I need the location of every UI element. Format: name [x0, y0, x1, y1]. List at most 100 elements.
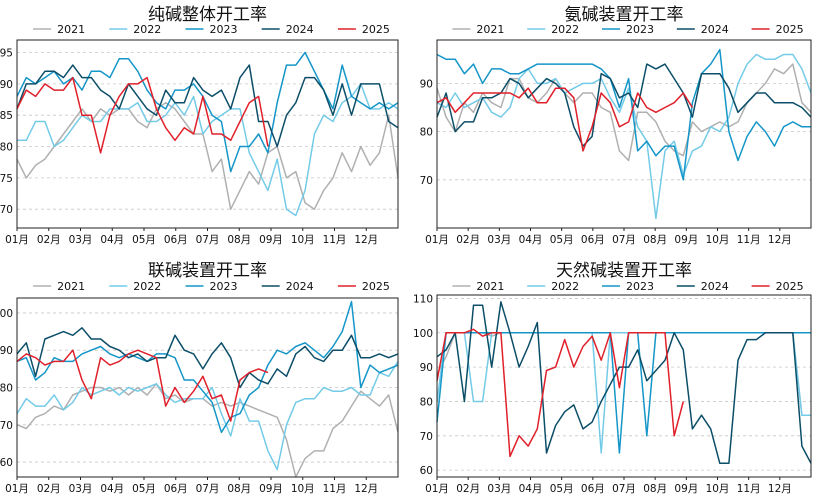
y-tick-label: 80	[0, 383, 13, 395]
series-line-2025	[436, 87, 694, 152]
legend-label: 2024	[701, 280, 729, 293]
y-tick-label: 90	[0, 79, 13, 91]
x-tick-label: 05月	[550, 483, 574, 495]
series-line-2022	[16, 361, 399, 471]
y-tick-label: 90	[0, 345, 13, 357]
x-tick-label: 08月	[643, 483, 667, 495]
legend-label: 2023	[626, 280, 654, 293]
legend-label: 2025	[362, 280, 390, 293]
legend-label: 2022	[551, 280, 579, 293]
legend-label: 2021	[57, 23, 85, 36]
x-tick-label: 02月	[37, 483, 61, 495]
x-tick-label: 09月	[674, 483, 698, 495]
x-tick-label: 07月	[612, 483, 636, 495]
x-tick-label: 01月	[5, 234, 29, 246]
legend-label: 2023	[210, 23, 238, 36]
x-tick-label: 09月	[674, 234, 698, 246]
legend-label: 2021	[476, 280, 504, 293]
y-tick-label: 100	[0, 308, 13, 320]
series-line-2021	[16, 383, 399, 478]
x-tick-label: 06月	[164, 234, 188, 246]
series-line-2023	[16, 51, 399, 173]
plot-area	[16, 297, 399, 478]
x-tick-label: 10月	[291, 234, 315, 246]
x-tick-label: 04月	[519, 234, 543, 246]
chart-legend: 2021 2022 2023 2024 2025	[33, 23, 390, 36]
legend-label: 2024	[701, 23, 729, 36]
x-tick-label: 12月	[354, 234, 378, 246]
x-tick-label: 04月	[100, 234, 124, 246]
x-tick-label: 04月	[519, 483, 543, 495]
y-tick-label: 90	[420, 362, 433, 374]
x-tick-label: 10月	[706, 483, 730, 495]
legend-label: 2025	[362, 23, 390, 36]
legend-label: 2022	[133, 280, 161, 293]
legend-label: 2024	[286, 23, 314, 36]
x-tick-label: 06月	[581, 234, 605, 246]
x-tick-label: 11月	[737, 234, 761, 246]
x-tick-label: 08月	[227, 234, 251, 246]
y-tick-label: 70	[420, 431, 433, 443]
x-tick-label: 03月	[69, 483, 93, 495]
chart-title: 天然碱装置开工率	[556, 261, 692, 281]
series-line-2025	[16, 76, 269, 154]
chart-title: 联碱装置开工率	[148, 261, 267, 281]
series-line-2022	[436, 53, 812, 220]
legend-label: 2025	[776, 280, 804, 293]
legend-label: 2021	[57, 280, 85, 293]
series-line-2021	[436, 332, 811, 416]
y-tick-label: 80	[420, 127, 433, 139]
x-tick-label: 08月	[227, 483, 251, 495]
y-tick-label: 90	[420, 78, 433, 90]
y-tick-label: 70	[0, 420, 13, 432]
x-tick-label: 11月	[323, 234, 347, 246]
chart-legend: 2021 2022 2023 2024 2025	[452, 23, 804, 36]
x-tick-label: 11月	[737, 483, 761, 495]
chart-panel-joint-soda: 联碱装置开工率 2021 2022 2023 2024 2025 60 70 80 90 100 01…	[0, 261, 399, 495]
y-tick-label: 60	[0, 457, 13, 469]
y-tick-label: 80	[420, 396, 433, 408]
legend-label: 2021	[476, 23, 504, 36]
series-line-2022	[17, 83, 399, 217]
chart-panel-natural-soda: 天然碱装置开工率 2021 2022 2023 2024 2025 60 70 80 90 100 1…	[413, 261, 812, 495]
series-line-2025	[16, 349, 269, 422]
x-tick-label: 10月	[291, 483, 315, 495]
series-line-2023	[436, 48, 811, 181]
x-tick-label: 11月	[323, 483, 347, 495]
x-tick-label: 02月	[37, 234, 61, 246]
series-line-2024	[436, 63, 812, 147]
x-tick-label: 05月	[132, 234, 156, 246]
x-tick-label: 06月	[164, 483, 188, 495]
y-tick-label: 95	[0, 48, 13, 60]
chart-legend: 2021 2022 2023 2024 2025	[33, 280, 390, 293]
y-tick-label: 70	[420, 175, 433, 187]
x-tick-label: 09月	[259, 234, 283, 246]
chart-title: 氨碱装置开工率	[565, 5, 684, 25]
chart-panel-ammonia-soda: 氨碱装置开工率 2021 2022 2023 2024 2025 70 80 90 01月 02月 0…	[420, 5, 812, 246]
plot-area	[436, 39, 812, 229]
x-tick-label: 03月	[69, 234, 93, 246]
chart-panel-soda-ash-overall: 纯碱整体开工率 2021 2022 2023 2024 2025 70 75 80 85 90 95 0…	[0, 5, 399, 246]
x-tick-label: 04月	[100, 483, 124, 495]
x-tick-label: 08月	[643, 234, 667, 246]
x-tick-label: 05月	[132, 483, 156, 495]
x-tick-label: 07月	[196, 483, 220, 495]
plot-area	[16, 39, 399, 229]
y-tick-label: 70	[0, 204, 13, 216]
x-tick-label: 12月	[354, 483, 378, 495]
series-line-2024	[16, 64, 399, 148]
x-tick-label: 01月	[425, 234, 449, 246]
x-tick-label: 01月	[5, 483, 29, 495]
x-tick-label: 03月	[487, 234, 511, 246]
x-tick-label: 02月	[456, 483, 480, 495]
series-line-2021	[16, 101, 399, 210]
legend-label: 2023	[210, 280, 238, 293]
legend-label: 2023	[626, 23, 654, 36]
y-tick-label: 80	[0, 142, 13, 154]
x-tick-label: 06月	[581, 483, 605, 495]
legend-label: 2025	[776, 23, 804, 36]
series-line-2024	[436, 301, 812, 465]
legend-label: 2024	[286, 280, 314, 293]
x-tick-label: 07月	[196, 234, 220, 246]
